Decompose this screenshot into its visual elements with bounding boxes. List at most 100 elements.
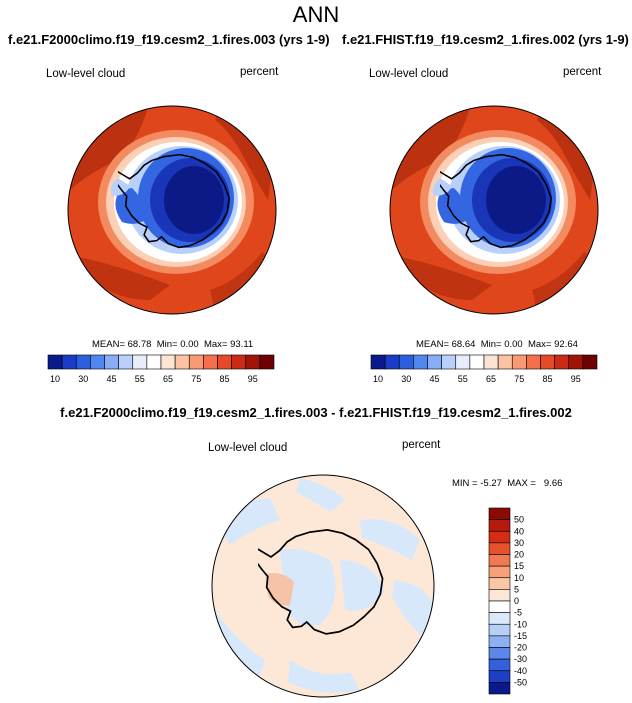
difference-colorbar-box — [488, 682, 511, 695]
panel-2-colorbar-box — [540, 354, 555, 370]
difference-colorbar-tick-label: 20 — [514, 550, 524, 560]
difference-colorbar-tick-label: 10 — [514, 573, 524, 583]
panel-1-colorbar-box — [259, 354, 275, 370]
difference-colorbar-box — [488, 542, 511, 555]
panel-2-colorbar-box — [568, 354, 584, 370]
panel-1-colorbar-tick-label: 55 — [135, 374, 145, 384]
panel-2-map-border — [389, 105, 599, 315]
panel-1-colorbar-box — [188, 354, 204, 370]
panel-1-case-title: f.e21.F2000climo.f19_f19.cesm2_1.fires.0… — [8, 32, 330, 47]
panel-2-colorbar-box — [526, 354, 541, 370]
difference-colorbar-box — [488, 670, 511, 683]
panel-2-variable-label: Low-level cloud — [369, 68, 449, 80]
difference-colorbar-tick-label: -40 — [514, 666, 527, 676]
difference-colorbar-tick-label: 30 — [514, 538, 524, 548]
page-title: ANN — [292, 2, 340, 27]
difference-map-border — [211, 474, 435, 698]
difference-colorbar-box — [488, 647, 511, 660]
panel-2-colorbar: 10 30 45 55 65 75 85 95 — [370, 354, 598, 384]
difference-colorbar-box — [488, 612, 511, 625]
panel-1-colorbar-box — [75, 354, 91, 370]
panel-1-colorbar-box — [118, 354, 134, 370]
difference-stats: MIN = -5.27 MAX = 9.66 — [452, 478, 563, 489]
panel-1-colorbar-tick-label: 10 — [50, 374, 60, 384]
panel-2-colorbar-box — [427, 354, 442, 370]
panel-1-colorbar-box — [245, 354, 261, 370]
panel-2-colorbar-tick-label: 85 — [543, 374, 553, 384]
panel-2-colorbar-box — [441, 354, 457, 370]
difference-colorbar-box — [488, 635, 511, 648]
panel-1-colorbar: 10 30 45 55 65 75 85 95 — [47, 354, 275, 384]
difference-colorbar-box — [488, 530, 511, 544]
panel-1-variable-label: Low-level cloud — [46, 68, 126, 80]
panel-2-colorbar-box — [483, 354, 499, 370]
panel-2-colorbar-box — [370, 354, 386, 370]
difference-colorbar-tick-label: -30 — [514, 654, 527, 664]
panel-1-colorbar-box — [231, 354, 247, 370]
difference-colorbar-tick-label: 5 — [514, 584, 519, 594]
difference-map — [212, 475, 434, 697]
difference-colorbar-box — [488, 554, 511, 567]
panel-2-colorbar-tick-label: 65 — [486, 374, 496, 384]
difference-colorbar-box — [488, 600, 511, 613]
panel-2-colorbar-box — [554, 354, 570, 370]
panel-2-colorbar-box — [582, 354, 598, 370]
difference-colorbar-tick-label: 15 — [514, 561, 524, 571]
difference-colorbar-tick-label: -10 — [514, 619, 527, 629]
difference-units-label: percent — [402, 439, 441, 451]
panel-1-units-label: percent — [240, 66, 279, 78]
panel-2-colorbar-box — [413, 354, 428, 370]
panel-1-stats: MEAN= 68.78 Min= 0.00 Max= 93.11 — [92, 339, 254, 350]
difference-variable-label: Low-level cloud — [208, 442, 288, 454]
panel-2-colorbar-tick-label: 10 — [373, 374, 383, 384]
panel-1-colorbar-tick-label: 65 — [163, 374, 173, 384]
panel-1-colorbar-box — [146, 354, 162, 370]
panel-1-colorbar-box — [47, 354, 63, 370]
difference-colorbar-tick-label: -5 — [514, 608, 522, 618]
panel-1-colorbar-box — [203, 354, 218, 370]
panel-1-colorbar-box — [132, 354, 148, 370]
difference-colorbar-box — [488, 658, 511, 672]
difference-colorbar-box — [488, 589, 511, 602]
difference-title: f.e21.F2000climo.f19_f19.cesm2_1.fires.0… — [60, 405, 572, 420]
difference-colorbar-box — [488, 565, 511, 579]
panel-2-map — [390, 106, 598, 314]
panel-1-colorbar-tick-label: 85 — [220, 374, 230, 384]
panel-1-colorbar-box — [217, 354, 232, 370]
panel-2-colorbar-box — [469, 354, 485, 370]
panel-2-units-label: percent — [563, 66, 602, 78]
panel-2-colorbar-tick-label: 95 — [571, 374, 581, 384]
panel-2-colorbar-box — [455, 354, 471, 370]
panel-2-colorbar-box — [384, 354, 400, 370]
panel-2-colorbar-box — [398, 354, 414, 370]
panel-1-map-border — [67, 105, 277, 315]
difference-colorbar-tick-label: 40 — [514, 526, 524, 536]
panel-1-colorbar-tick-label: 45 — [107, 374, 117, 384]
panel-1-colorbar-tick-label: 75 — [191, 374, 201, 384]
difference-colorbar-box — [488, 507, 511, 520]
panel-2-colorbar-tick-label: 30 — [401, 374, 411, 384]
panel-2-colorbar-tick-label: 55 — [458, 374, 468, 384]
panel-1-colorbar-tick-label: 95 — [248, 374, 258, 384]
panel-1-colorbar-box — [104, 354, 119, 370]
difference-colorbar-box — [488, 623, 511, 637]
difference-colorbar-tick-label: 0 — [514, 596, 519, 606]
panel-1-colorbar-box — [160, 354, 176, 370]
panel-1-colorbar-box — [90, 354, 105, 370]
panel-2-colorbar-tick-label: 45 — [430, 374, 440, 384]
difference-colorbar-tick-label: -50 — [514, 677, 527, 687]
panel-1-map — [68, 106, 276, 314]
panel-1-colorbar-tick-label: 30 — [78, 374, 88, 384]
panel-2-colorbar-box — [511, 354, 527, 370]
panel-2-colorbar-tick-label: 75 — [514, 374, 524, 384]
difference-colorbar-box — [488, 577, 511, 590]
panel-1-colorbar-box — [61, 354, 77, 370]
difference-colorbar-box — [488, 519, 511, 532]
difference-colorbar-tick-label: 50 — [514, 515, 524, 525]
panel-2-colorbar-box — [497, 354, 513, 370]
difference-colorbar-tick-label: -20 — [514, 643, 527, 653]
panel-2-case-title: f.e21.FHIST.f19_f19.cesm2_1.fires.002 (y… — [342, 32, 629, 47]
difference-colorbar-tick-label: -15 — [514, 631, 527, 641]
